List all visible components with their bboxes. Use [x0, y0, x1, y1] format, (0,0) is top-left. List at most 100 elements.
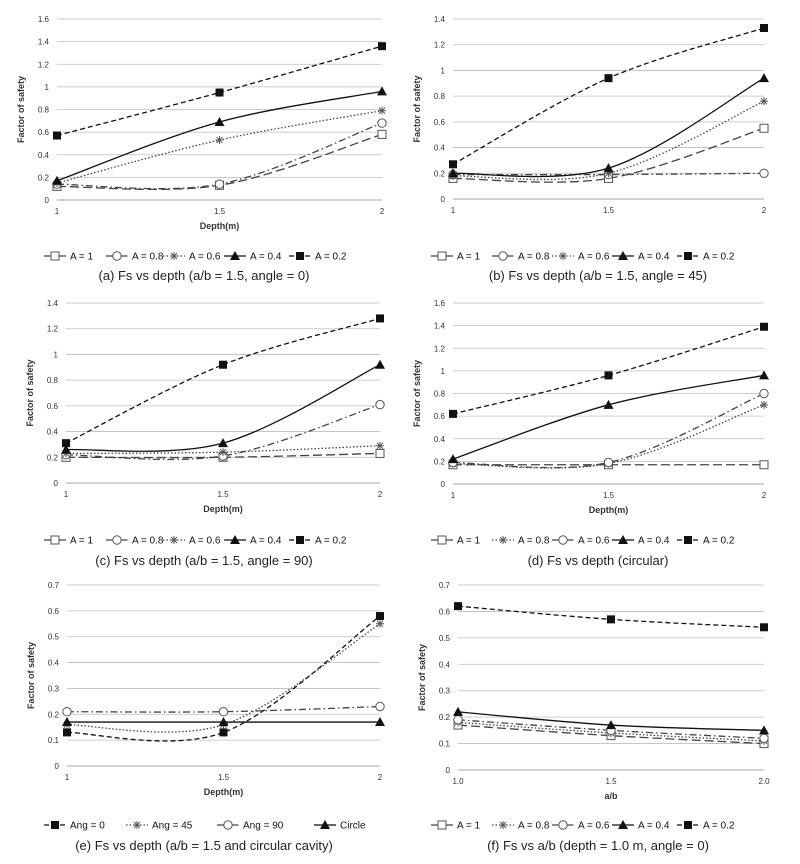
series-path — [65, 445, 381, 455]
legend-label: A = 0.6 — [578, 252, 610, 263]
legend-marker — [437, 820, 447, 830]
data-point — [759, 733, 769, 743]
legend-label: A = 0.2 — [703, 821, 735, 832]
y-tick-label: 0 — [441, 480, 446, 489]
legend-label: A = 0.6 — [578, 821, 610, 832]
legend-label: A = 1 — [70, 536, 94, 547]
legend-marker — [51, 821, 59, 829]
legend-marker — [230, 535, 240, 544]
legend-item: A = 0.4 — [224, 251, 282, 263]
data-point — [759, 73, 769, 83]
data-point — [448, 168, 458, 178]
y-tick-label: 0.6 — [38, 128, 50, 137]
series-line — [52, 118, 387, 190]
y-tick-label: 0 — [441, 195, 446, 204]
y-axis-label: Factor of safety — [26, 642, 36, 709]
chart-panel: 0 0.2 0.4 0.6 0.8 1 1.2 1.4 1 1.5 2 Factor of safet… — [412, 15, 769, 283]
legend-marker — [170, 252, 178, 260]
data-point — [62, 717, 72, 727]
legend-item: A = 1 — [431, 251, 481, 263]
legend-item: A = 0.8 — [106, 535, 164, 547]
panel-caption: (a) Fs vs depth (a/b = 1.5, angle = 0) — [98, 268, 309, 283]
data-point — [214, 179, 225, 189]
legend-label: A = 0.6 — [189, 252, 221, 263]
legend-item: A = 0.2 — [677, 821, 735, 832]
legend-label: A = 0.4 — [638, 252, 670, 263]
y-tick-label: 0.6 — [48, 607, 60, 616]
y-tick-label: 0 — [55, 762, 60, 771]
data-point — [219, 728, 228, 737]
data-point — [760, 24, 768, 32]
y-tick-label: 0.4 — [38, 151, 50, 160]
y-tick-label: 0 — [54, 479, 59, 488]
legend-item: A = 1 — [431, 820, 481, 832]
y-tick-label: 0.2 — [47, 453, 59, 462]
y-tick-label: 0.4 — [434, 144, 446, 153]
data-point — [603, 399, 614, 409]
x-axis-label: a/b — [604, 791, 618, 801]
legend-label: A = 0.6 — [578, 536, 610, 547]
data-point — [376, 441, 384, 450]
legend-marker — [618, 820, 628, 829]
chart-panel: 0 0.2 0.4 0.6 0.8 1 1.2 1.4 1.6 1 1.5 2 Depth(m) Fact… — [16, 15, 387, 283]
series-line — [52, 86, 387, 185]
x-axis-label: Depth(m) — [200, 221, 240, 231]
legend-label: Ang = 0 — [70, 821, 105, 832]
legend-item: Ang = 0 — [44, 821, 105, 832]
legend-label: A = 0.4 — [250, 536, 282, 547]
data-point — [453, 715, 463, 725]
data-point — [53, 131, 61, 140]
x-tick-label: 1.0 — [452, 777, 464, 786]
y-tick-label: 0 — [446, 766, 451, 775]
x-tick-label: 2 — [378, 773, 383, 782]
data-point — [759, 123, 769, 133]
y-axis-label: Factor of safety — [412, 360, 422, 427]
series-path — [457, 721, 765, 742]
x-tick-label: 1 — [64, 490, 69, 499]
y-tick-label: 0.2 — [48, 710, 60, 719]
legend-item: A = 0.2 — [677, 252, 735, 263]
legend-marker — [133, 821, 141, 829]
y-tick-label: 0.8 — [47, 376, 59, 385]
y-tick-label: 0.4 — [48, 659, 60, 668]
y-tick-label: 0.2 — [434, 169, 446, 178]
y-tick-label: 0.6 — [434, 118, 446, 127]
legend-marker — [499, 821, 507, 829]
legend-marker — [112, 251, 122, 261]
x-tick-label: 1.5 — [605, 777, 617, 786]
legend-marker — [50, 251, 60, 261]
data-point — [377, 129, 387, 139]
data-point — [63, 728, 71, 737]
y-tick-label: 1.2 — [47, 325, 59, 334]
legend-label: A = 1 — [457, 252, 481, 263]
legend-label: Ang = 90 — [243, 821, 284, 832]
data-point — [375, 399, 385, 410]
data-point — [375, 701, 385, 712]
y-tick-label: 1.6 — [38, 15, 50, 24]
legend-item: A = 0.8 — [492, 251, 550, 263]
y-tick-label: 0.2 — [38, 173, 50, 182]
x-tick-label: 1 — [451, 491, 456, 500]
legend-item: A = 0.8 — [106, 251, 164, 263]
y-tick-label: 0.7 — [439, 581, 451, 590]
legend-marker — [170, 536, 178, 544]
data-point — [376, 314, 384, 323]
data-point — [760, 322, 768, 331]
series-line — [449, 24, 768, 169]
data-point — [760, 623, 768, 632]
series-line — [453, 706, 769, 735]
legend-item: A = 0.6 — [552, 535, 610, 547]
data-point — [218, 717, 229, 727]
data-point — [377, 86, 387, 96]
legend-marker — [230, 251, 240, 260]
legend-item: Ang = 45 — [126, 821, 193, 832]
legend-marker — [296, 252, 304, 260]
legend-item: A = 0.8 — [492, 821, 550, 832]
series-line — [448, 370, 769, 464]
y-tick-label: 0.3 — [48, 684, 60, 693]
series-line — [454, 602, 768, 632]
legend-label: A = 1 — [457, 821, 481, 832]
x-tick-label: 2.0 — [758, 777, 770, 786]
data-point — [377, 118, 387, 128]
